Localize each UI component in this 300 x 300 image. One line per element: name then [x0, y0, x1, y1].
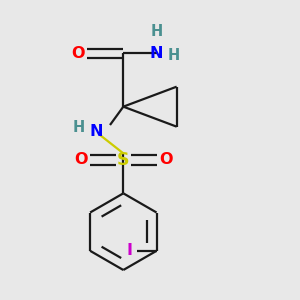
Text: O: O	[72, 46, 85, 61]
Text: I: I	[126, 243, 132, 258]
Text: N: N	[150, 46, 164, 61]
Text: S: S	[117, 151, 130, 169]
Text: H: H	[151, 24, 163, 39]
Text: O: O	[159, 152, 173, 167]
Text: N: N	[90, 124, 104, 139]
Text: H: H	[168, 49, 180, 64]
Text: H: H	[72, 120, 85, 135]
Text: O: O	[74, 152, 87, 167]
